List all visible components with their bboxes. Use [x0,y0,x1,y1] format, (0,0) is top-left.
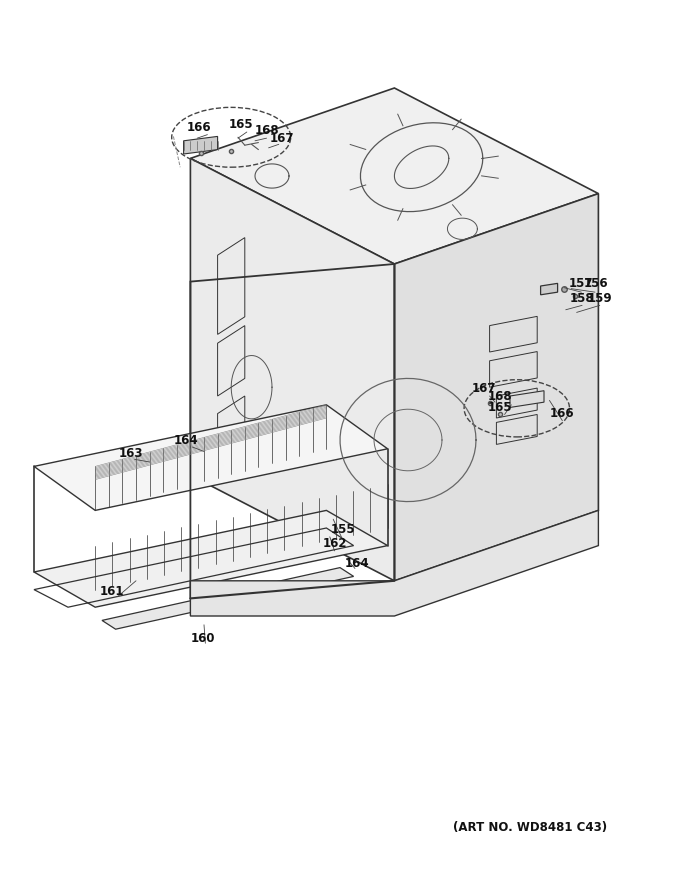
Text: 163: 163 [118,447,143,459]
Text: 164: 164 [345,557,369,569]
Text: 167: 167 [270,132,294,144]
Text: 160: 160 [190,633,215,645]
Text: 158: 158 [570,292,594,304]
Text: 156: 156 [584,277,609,290]
Text: 167: 167 [472,383,496,395]
Text: 166: 166 [187,121,211,134]
Polygon shape [34,510,388,607]
Polygon shape [190,510,598,616]
Polygon shape [541,283,558,295]
Text: 168: 168 [488,390,512,402]
Polygon shape [394,194,598,581]
Text: 157: 157 [569,277,594,290]
Polygon shape [34,405,388,510]
Text: 155: 155 [331,524,356,536]
Text: 166: 166 [550,407,575,420]
Text: 168: 168 [254,124,279,136]
Text: (ART NO. WD8481 C43): (ART NO. WD8481 C43) [454,821,607,833]
Polygon shape [190,158,394,581]
Text: 164: 164 [174,434,199,446]
Polygon shape [102,568,354,629]
Text: 161: 161 [100,585,124,598]
Polygon shape [190,88,598,264]
Text: 159: 159 [588,292,612,304]
Text: 162: 162 [322,538,347,550]
Polygon shape [510,391,544,407]
Polygon shape [184,136,218,154]
Text: 165: 165 [229,119,254,131]
Text: 165: 165 [488,401,512,414]
